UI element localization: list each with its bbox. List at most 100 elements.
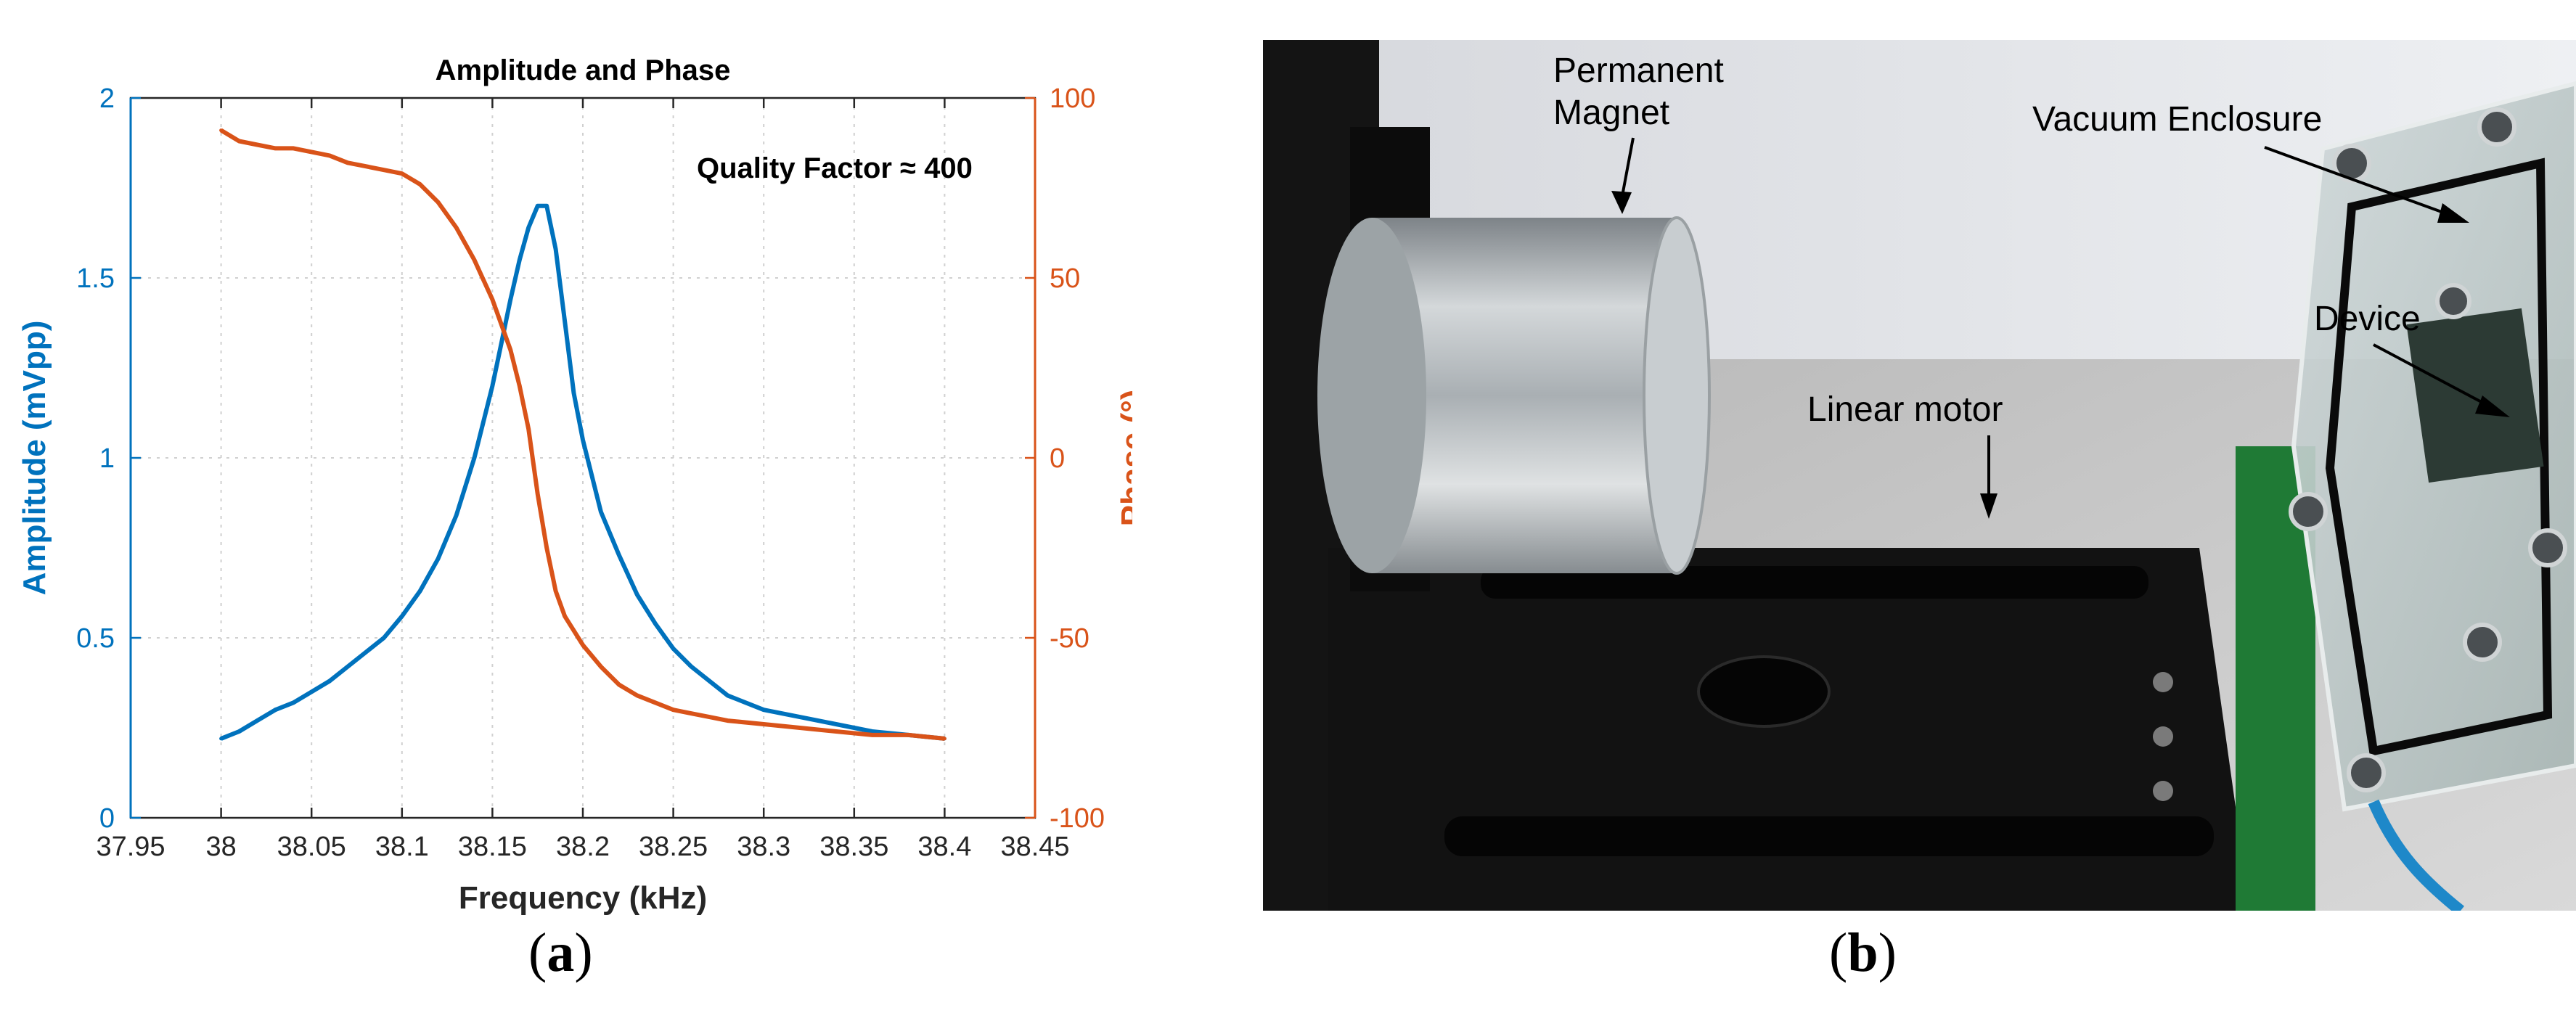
phase-data-point (671, 708, 676, 712)
y-axis-right-label: Phase (°) (1115, 390, 1132, 527)
phase-data-point (418, 182, 422, 186)
y-left-tick-label: 0.5 (76, 623, 115, 654)
phase-data-point (761, 722, 766, 726)
phase-data-point (653, 700, 658, 705)
caption-a: (a) (528, 922, 593, 983)
phase-data-point (291, 146, 295, 150)
chart-panel-a: 37.95 38 38.05 38.1 38.15 38.2 38.25 38.3 38.35 3… (0, 0, 1150, 1009)
amplitude-data-point (400, 614, 404, 618)
amplitude-data-point (707, 679, 711, 684)
amplitude-data-point (635, 592, 639, 596)
phase-data-point (870, 733, 875, 737)
amplitude-data-point (617, 553, 621, 557)
x-axis-label: Frequency (kHz) (459, 880, 707, 916)
quality-factor-annotation: Quality Factor ≈ 400 (697, 152, 973, 184)
amplitude-data-point (798, 715, 802, 719)
amplitude-data-point (382, 636, 386, 640)
caption-b: (b) (1829, 922, 1897, 983)
amplitude-data-point (554, 247, 558, 251)
y-right-tick-label: 100 (1050, 83, 1095, 114)
phase-data-point (942, 737, 946, 741)
phase-data-point (635, 693, 639, 697)
amplitude-data-point (834, 722, 838, 726)
amplitude-data-point (499, 340, 504, 345)
y-right-tick-label: 50 (1050, 263, 1080, 294)
phase-data-point (255, 142, 259, 147)
x-tick-label: 38.45 (1000, 832, 1069, 862)
label-permanent-magnet-line1: Permanent (1553, 52, 1724, 90)
x-tick-label: 38.25 (639, 832, 708, 862)
amplitude-data-point (436, 557, 441, 561)
y-axis-left-label: Amplitude (mVpp) (17, 321, 52, 596)
phase-data-point (725, 718, 729, 723)
chart-title: Amplitude and Phase (436, 54, 731, 86)
permanent-magnet (1317, 127, 1711, 591)
phase-data-point (454, 226, 459, 230)
phase-data-point (834, 729, 838, 734)
arrowhead-linear-motor (1980, 493, 1998, 519)
amplitude-data-point (472, 456, 476, 460)
y-right-tick-label: -50 (1050, 623, 1089, 654)
x-tick-label: 38.3 (737, 832, 790, 862)
y-right-tick-label: -100 (1050, 803, 1105, 834)
phase-data-point (364, 164, 368, 168)
x-tick-label: 38.2 (556, 832, 610, 862)
amplitude-data-point (508, 298, 512, 302)
phase-data-point (563, 614, 567, 618)
phase-data-point (309, 149, 314, 154)
x-tick-label: 38.15 (458, 832, 527, 862)
series-layer (219, 128, 946, 741)
label-device: Device (2314, 300, 2421, 338)
amplitude-data-point (255, 718, 259, 723)
y-left-tick-label: 2 (99, 83, 115, 114)
experimental-setup-photo: Permanent Magnet Vacuum Enclosure Device… (1263, 40, 2576, 916)
amplitude-data-point (518, 258, 522, 262)
phase-data-point (544, 546, 549, 550)
arrow-enclosure (2264, 146, 2448, 216)
x-tick-label: 38.35 (819, 832, 888, 862)
x-tick-label: 37.95 (96, 832, 165, 862)
label-linear-motor: Linear motor (1807, 390, 2003, 429)
label-permanent-magnet: Permanent Magnet (1553, 52, 1733, 132)
phase-data-point (490, 298, 494, 302)
phase-data-point (273, 146, 277, 150)
label-vacuum-enclosure: Vacuum Enclosure (2032, 100, 2322, 139)
amplitude-data-point (490, 384, 494, 388)
phase-data-point (436, 200, 441, 205)
amplitude-data-point (309, 689, 314, 694)
amplitude-data-point (291, 700, 295, 705)
amplitude-data-point (599, 509, 603, 514)
amplitude-phase-chart: 37.95 38 38.05 38.1 38.15 38.2 38.25 38.3 38.35 3… (17, 54, 1150, 916)
x-tick-label: 38.1 (375, 832, 429, 862)
amplitude-data-point (761, 708, 766, 712)
x-tick-label: 38.4 (917, 832, 971, 862)
amplitude-data-point (273, 708, 277, 712)
arrow-device (2373, 343, 2490, 408)
amplitude-data-point (563, 319, 567, 324)
label-permanent-magnet-line2: Magnet (1553, 94, 1669, 132)
phase-data-point (508, 348, 512, 352)
amplitude-data-point (572, 391, 576, 395)
phase-data-point (690, 711, 694, 715)
amplitude-data-point (345, 665, 350, 669)
phase-data-point (472, 258, 476, 262)
amplitude-data-point (219, 737, 224, 741)
amplitude-data-point (581, 438, 585, 442)
phase-data-point (707, 715, 711, 719)
amplitude-data-point (237, 729, 242, 734)
grid (131, 98, 1035, 818)
phase-data-point (599, 665, 603, 669)
phase-data-point (400, 171, 404, 176)
phase-data-point (518, 384, 522, 388)
vacuum-enclosure (2236, 81, 2576, 916)
phase-data-point (526, 427, 531, 431)
x-tick-label: 38 (205, 832, 236, 862)
amplitude-data-point (870, 729, 875, 734)
arrowhead-magnet (1611, 191, 1632, 214)
amplitude-data-point (671, 647, 676, 651)
caption-b-letter: b (1847, 922, 1878, 983)
amplitude-data-point (690, 665, 694, 669)
x-tick-label: 38.05 (277, 832, 346, 862)
photo-panel-b: Permanent Magnet Vacuum Enclosure Device… (1263, 40, 2576, 983)
phase-data-point (536, 492, 540, 496)
